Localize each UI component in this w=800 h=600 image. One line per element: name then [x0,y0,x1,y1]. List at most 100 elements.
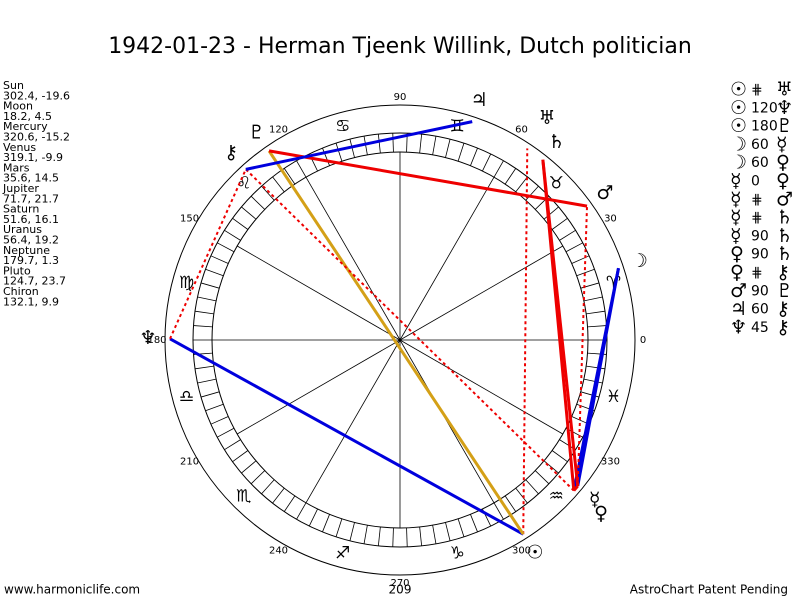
ring-tick [363,525,368,544]
radial-line [399,176,495,341]
degree-label: 270 [390,578,409,589]
ring-tick [586,310,606,315]
ring-tick [565,242,583,253]
aspect-planet: ☿ [776,133,788,155]
ring-tick [392,133,394,153]
ring-tick [515,487,528,504]
ring-tick [583,296,603,302]
aspect-planet: ⚷ [776,298,790,320]
ring-tick [283,495,296,512]
aspect-type: ⋕ [751,265,763,281]
radial-line [399,339,564,435]
ring-tick [200,391,220,398]
ring-tick [432,136,437,155]
ring-tick [224,439,241,451]
aspect-type: ⋕ [751,210,763,226]
ring-tick [586,365,606,370]
ring-tick [197,296,217,302]
zodiac-sign: ♊ [450,117,465,137]
planet-glyph: ♄ [548,131,565,153]
ring-tick [241,206,257,220]
ring-tick [525,185,539,201]
ring-tick [392,527,394,547]
ring-tick [515,176,528,193]
ring-tick [587,325,607,328]
ring-tick [210,416,229,425]
ring-tick [559,229,576,241]
aspect-type: 90 [751,247,769,263]
ring-tick [232,450,249,462]
ring-tick [272,487,285,504]
ring-tick [335,143,343,162]
radial-line [305,176,401,341]
planet-coords: 319.1, -9.9 [3,151,63,164]
aspect-type: 0 [751,174,760,190]
ring-tick [205,403,224,412]
footer-note: AstroChart Patent Pending [630,583,788,597]
planet-glyph: ☿ [589,488,601,510]
ring-tick [551,450,568,462]
ring-tick [224,229,241,241]
ring-tick [445,139,451,158]
aspect-planet: ♆ [730,316,747,338]
planet-name: Mercury [3,120,48,133]
ring-tick [406,527,408,547]
zodiac-sign: ♎ [179,387,194,407]
ring-tick [241,460,257,474]
radial-line [236,245,401,341]
ring-tick [308,508,318,527]
zodiac-sign: ♐ [335,543,350,563]
aspect-planet: ☿ [730,225,742,247]
ring-tick [217,242,235,253]
aspect-planet: ♀ [730,262,744,284]
degree-label: 90 [394,92,407,103]
planet-name: Sun [3,79,24,92]
aspect-planet: ⚷ [776,316,790,338]
ring-tick [250,195,266,210]
ring-tick [193,325,213,328]
ring-tick [457,518,465,537]
planet-name: Neptune [3,244,50,257]
planet-name: Chiron [3,285,39,298]
aspect-planet: ☿ [730,207,742,229]
ring-tick [210,255,229,264]
degree-label: 120 [269,125,288,136]
planet-glyph: ♂ [596,182,613,204]
aspect-line [245,168,575,492]
aspect-type: 90 [751,228,769,244]
ring-tick [272,176,285,193]
aspect-line [522,148,529,535]
aspect-line [169,168,247,340]
planet-glyph: ☉ [527,541,544,563]
planet-name: Pluto [3,264,31,277]
aspect-planet: ♄ [776,207,793,229]
ring-tick [432,525,437,544]
aspect-planet: ☉ [730,97,747,119]
aspect-type: 60 [751,137,769,153]
aspect-type: 60 [751,155,769,171]
ring-tick [493,160,504,178]
aspect-planet: ♄ [776,243,793,265]
degree-label: 150 [180,214,199,225]
degree-label: 60 [515,125,528,136]
aspect-type: 60 [751,302,769,318]
degree-label: 240 [269,545,288,556]
footer-center: 209 [389,583,412,597]
aspect-planet: ☉ [730,79,747,101]
planet-coords: 56.4, 19.2 [3,234,59,247]
aspect-type: ⋕ [751,82,763,98]
aspect-line [245,120,473,171]
ring-tick [419,134,423,154]
planet-coords: 51.6, 16.1 [3,213,59,226]
ring-tick [322,147,330,166]
planet-glyph: ♆ [139,327,156,349]
zodiac-sign: ♏ [236,486,251,506]
footer-site: www.harmoniclife.com [4,583,140,597]
zodiac-sign: ♉ [549,174,564,194]
planet-coords: 35.6, 14.5 [3,172,59,185]
planet-name: Jupiter [2,182,39,195]
zodiac-sign: ♋ [335,117,350,137]
aspect-type: 90 [751,283,769,299]
planet-glyph: ⚷ [224,142,238,164]
